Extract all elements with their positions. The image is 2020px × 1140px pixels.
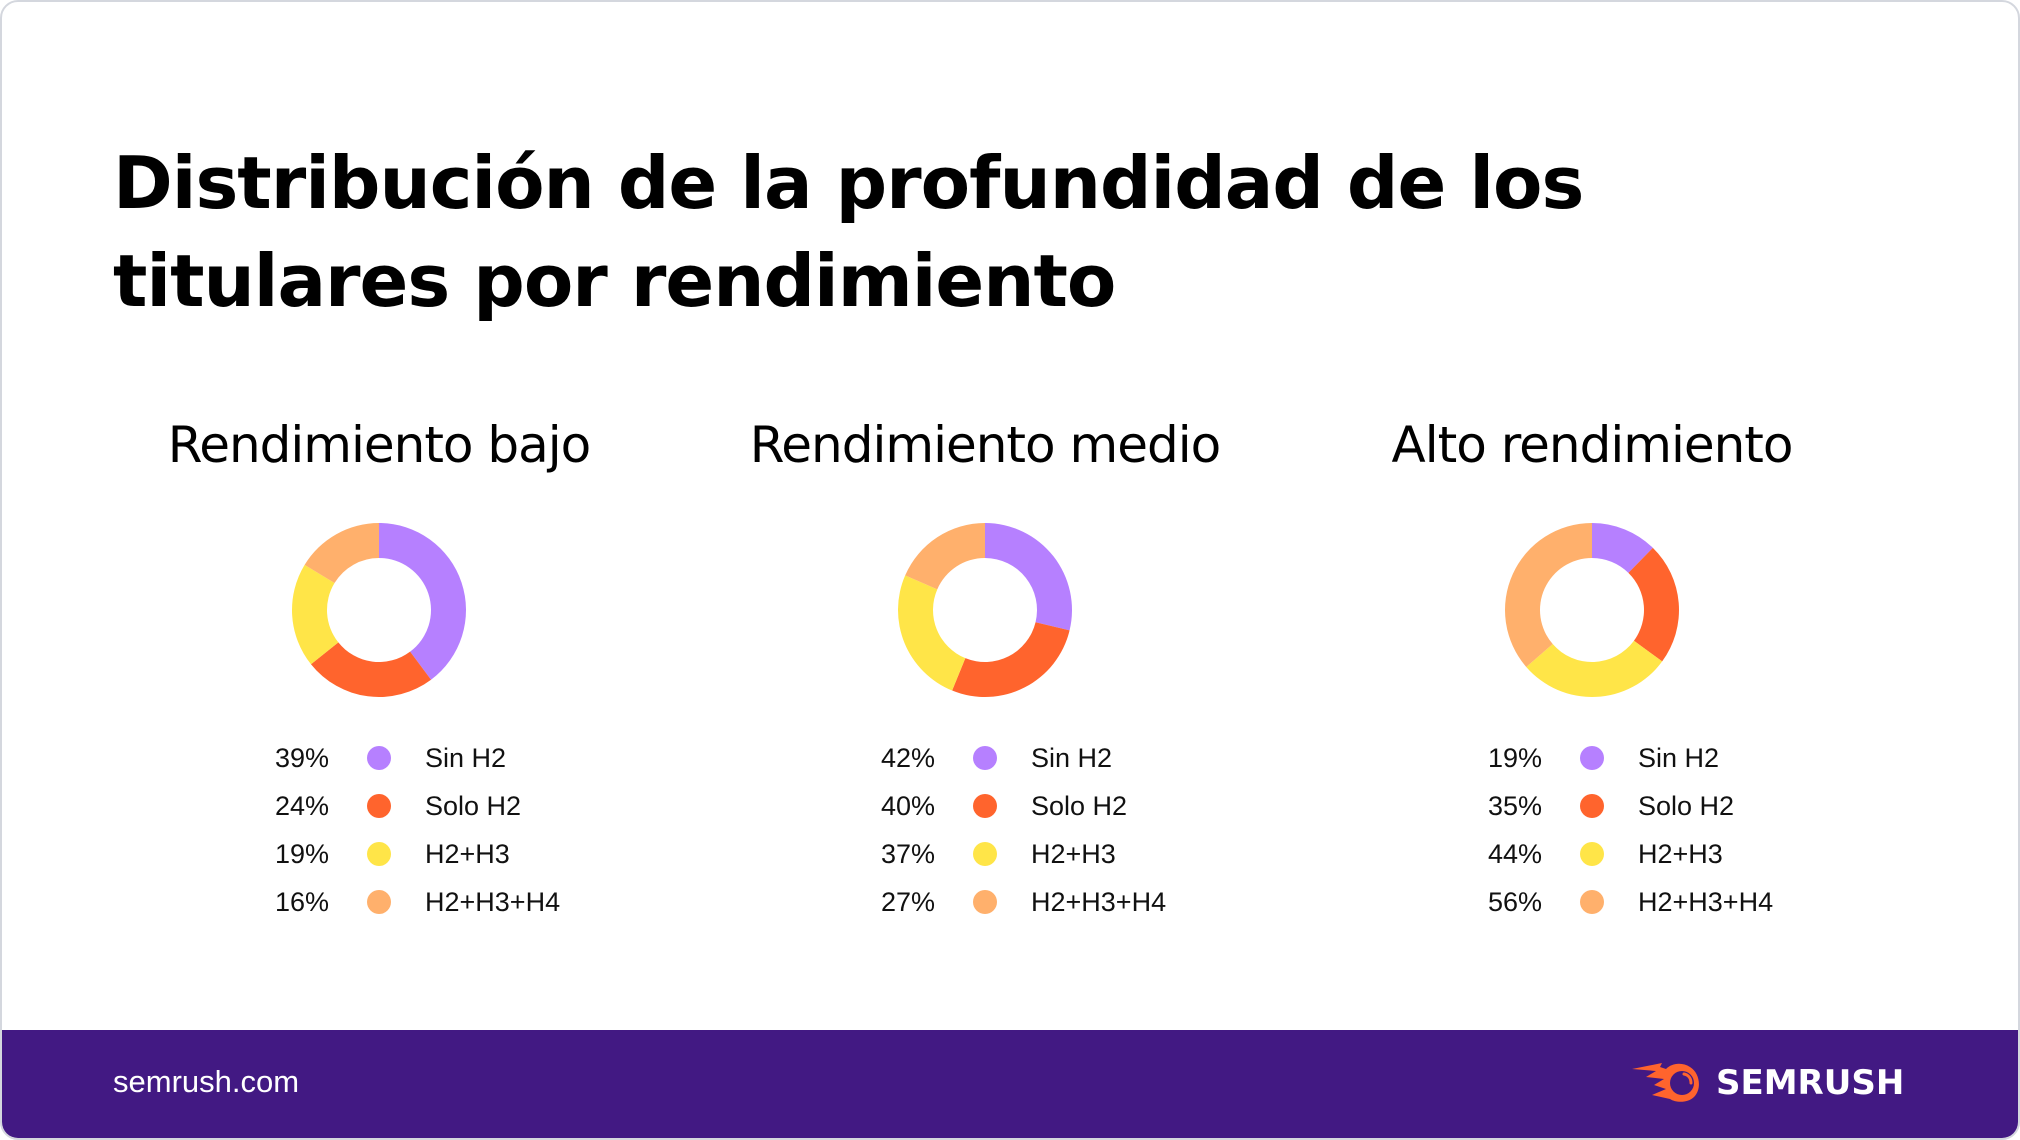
legend-color-dot-icon: [973, 794, 997, 818]
legend-color-dot-icon: [367, 842, 391, 866]
page-title: Distribución de la profundidad de los ti…: [113, 141, 1584, 323]
donut-slice-sin-h2: [379, 523, 467, 680]
legend-percentage: 16%: [274, 887, 329, 917]
legend-label: Sin H2: [425, 743, 507, 773]
fireball-icon: [1632, 1063, 1699, 1102]
legend-color-dot-icon: [1580, 746, 1604, 770]
legend-item: 56% H2+H3+H4: [1282, 882, 1902, 922]
legend-item: 35% Solo H2: [1282, 786, 1902, 826]
legend-item: 19% H2+H3: [69, 834, 689, 874]
legend-color-dot-icon: [1580, 890, 1604, 914]
legend-label: H2+H3: [425, 839, 510, 869]
legend-label: Solo H2: [1031, 791, 1128, 821]
legend-color-dot-icon: [973, 890, 997, 914]
legend-color-dot-icon: [1580, 842, 1604, 866]
chart-title: Rendimiento bajo: [167, 416, 592, 474]
donut-slice-h2-h3-h4: [304, 523, 379, 584]
legend-item: 37% H2+H3: [675, 834, 1295, 874]
donut-slice-sin-h2: [1592, 523, 1653, 573]
donut-chart: [1505, 523, 1679, 697]
donut-slice-h2-h3: [292, 564, 339, 665]
semrush-logo: SEMRUSH: [1630, 1058, 1904, 1108]
legend-percentage: 19%: [1487, 743, 1542, 773]
legend-percentage: 40%: [880, 791, 935, 821]
legend-label: H2+H3: [1638, 839, 1723, 869]
chart-title: Rendimiento medio: [749, 416, 1221, 474]
legend-label: H2+H3+H4: [425, 887, 561, 917]
legend-label: H2+H3+H4: [1031, 887, 1167, 917]
legend-percentage: 39%: [274, 743, 329, 773]
legend-color-dot-icon: [1580, 794, 1604, 818]
legend-color-dot-icon: [973, 746, 997, 770]
donut-chart: [292, 523, 467, 697]
legend-color-dot-icon: [973, 842, 997, 866]
chart-panel-high: Alto rendimiento 19% Sin H2 35% Solo H2 44% H…: [1282, 402, 1902, 962]
legend-percentage: 37%: [880, 839, 935, 869]
legend-label: H2+H3+H4: [1638, 887, 1774, 917]
legend-item: 42% Sin H2: [675, 738, 1295, 778]
legend-label: H2+H3: [1031, 839, 1116, 869]
donut-chart: [898, 523, 1072, 697]
legend-item: 44% H2+H3: [1282, 834, 1902, 874]
legend-item: 27% H2+H3+H4: [675, 882, 1295, 922]
donut-slice-h2-h3-h4: [905, 523, 985, 590]
donut-slice-solo-h2: [952, 622, 1070, 697]
donut-slice-sin-h2: [985, 523, 1072, 631]
footer-bar: semrush.com SEMRUSH: [2, 1030, 2018, 1138]
legend-percentage: 42%: [880, 743, 935, 773]
legend-percentage: 35%: [1487, 791, 1542, 821]
legend-percentage: 56%: [1487, 887, 1542, 917]
donut-slice-solo-h2: [310, 642, 432, 697]
donut-slice-h2-h3-h4: [1505, 523, 1592, 667]
legend-color-dot-icon: [367, 794, 391, 818]
legend-item: 24% Solo H2: [69, 786, 689, 826]
donut-slice-h2-h3: [1526, 640, 1663, 697]
legend-label: Solo H2: [1638, 791, 1735, 821]
brand-name: SEMRUSH: [1716, 1063, 1905, 1103]
legend-percentage: 24%: [274, 791, 329, 821]
legend-color-dot-icon: [367, 890, 391, 914]
legend-color-dot-icon: [367, 746, 391, 770]
legend-label: Sin H2: [1638, 743, 1720, 773]
legend-item: 19% Sin H2: [1282, 738, 1902, 778]
legend-label: Solo H2: [425, 791, 522, 821]
chart-panel-low: Rendimiento bajo 39% Sin H2 24% Solo H2 19% H…: [69, 402, 689, 962]
site-url: semrush.com: [113, 1064, 300, 1099]
legend-percentage: 19%: [274, 839, 329, 869]
legend-item: 40% Solo H2: [675, 786, 1295, 826]
donut-slice-h2-h3: [898, 575, 966, 691]
legend-percentage: 44%: [1487, 839, 1542, 869]
chart-panel-medium: Rendimiento medio 42% Sin H2 40% Solo H2 37%…: [675, 402, 1295, 962]
donut-slice-solo-h2: [1628, 547, 1679, 662]
legend-percentage: 27%: [880, 887, 935, 917]
legend-label: Sin H2: [1031, 743, 1113, 773]
chart-title: Alto rendimiento: [1391, 416, 1794, 474]
legend-item: 39% Sin H2: [69, 738, 689, 778]
legend-item: 16% H2+H3+H4: [69, 882, 689, 922]
